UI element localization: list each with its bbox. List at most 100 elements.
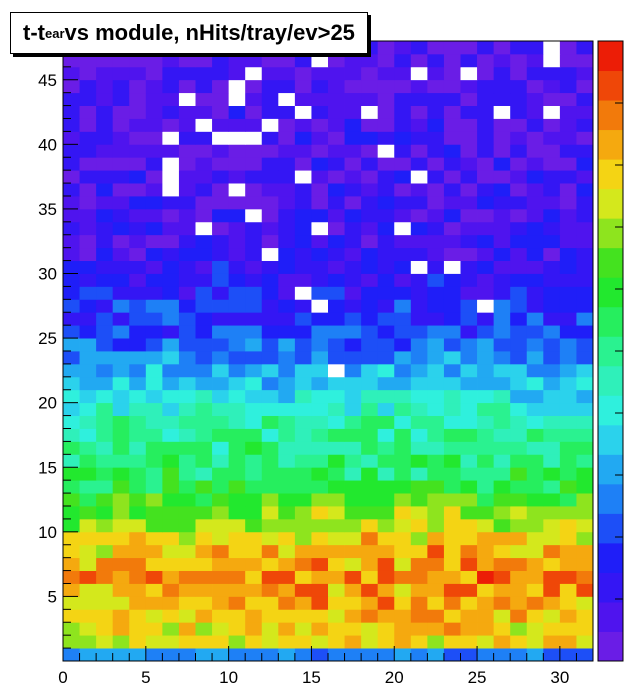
heatmap-cell [79, 247, 97, 261]
heatmap-cell [245, 389, 263, 404]
heatmap-cell [526, 428, 544, 442]
heatmap-cell [427, 609, 445, 623]
heatmap-cell [245, 609, 263, 623]
heatmap-cell [79, 467, 97, 481]
heatmap-cell [526, 221, 544, 236]
heatmap-cell [543, 325, 561, 339]
heatmap-cell [96, 544, 114, 559]
heatmap-cell [162, 570, 180, 584]
heatmap-cell [427, 441, 445, 455]
heatmap-cell [394, 648, 412, 662]
heatmap-cell [394, 363, 412, 378]
heatmap-cell [178, 183, 196, 197]
heatmap-cell [394, 480, 412, 494]
heatmap-cell [245, 131, 263, 145]
heatmap-cell [162, 467, 180, 481]
heatmap-cell [162, 234, 180, 249]
heatmap-cell [410, 221, 428, 236]
heatmap-cell [278, 221, 296, 236]
heatmap-cell [129, 557, 147, 571]
heatmap-cell [559, 325, 577, 339]
heatmap-cell [477, 286, 495, 300]
heatmap-cell [510, 441, 528, 455]
heatmap-cell [212, 131, 230, 145]
heatmap-cell [178, 402, 196, 416]
heatmap-cell [145, 234, 163, 249]
heatmap-cell [328, 66, 345, 81]
y-tick-label: 10 [38, 523, 57, 542]
heatmap-cell [228, 389, 246, 404]
heatmap-cell [477, 531, 495, 546]
heatmap-cell [477, 506, 495, 520]
heatmap-cell [559, 299, 577, 313]
heatmap-cell [460, 531, 478, 546]
heatmap-cell [294, 247, 312, 261]
heatmap-cell [377, 557, 395, 571]
heatmap-cell [394, 66, 412, 81]
heatmap-cell [377, 170, 395, 184]
heatmap-cell [79, 596, 97, 610]
heatmap-cell [394, 286, 412, 300]
heatmap-cell [510, 454, 528, 468]
heatmap-cell [559, 454, 577, 468]
heatmap-cell [112, 518, 130, 533]
heatmap-cell [410, 351, 428, 365]
heatmap-cell [145, 53, 163, 68]
heatmap-cell [162, 157, 180, 171]
heatmap-cell [112, 402, 130, 416]
heatmap-cell [410, 170, 428, 184]
heatmap-cell [129, 53, 147, 68]
heatmap-cell [394, 53, 412, 68]
heatmap-cell [79, 183, 97, 197]
heatmap-cell [344, 312, 362, 326]
heatmap-cell [145, 531, 163, 546]
heatmap-cell [311, 363, 329, 378]
heatmap-cell [178, 596, 196, 610]
heatmap-cell [178, 518, 196, 533]
heatmap-cell [344, 66, 362, 81]
heatmap-cell [212, 531, 230, 546]
heatmap-cell [559, 144, 577, 158]
heatmap-cell [576, 286, 594, 300]
heatmap-cell [145, 454, 163, 468]
heatmap-cell [261, 183, 279, 197]
heatmap-cell [278, 544, 296, 559]
heatmap-cell [510, 467, 528, 481]
heatmap-cell [510, 234, 528, 249]
heatmap-cell [576, 299, 594, 313]
heatmap-cell [212, 196, 230, 210]
heatmap-cell [328, 105, 345, 119]
heatmap-cell [311, 596, 329, 610]
heatmap-cell [493, 260, 511, 274]
heatmap-cell [261, 363, 279, 378]
heatmap-cell [294, 609, 312, 623]
heatmap-cell [328, 247, 345, 261]
heatmap-cell [361, 557, 379, 571]
heatmap-cell [443, 596, 461, 610]
heatmap-cell [278, 66, 296, 81]
heatmap-cell [162, 480, 180, 494]
heatmap-cell [145, 570, 163, 584]
heatmap-cell [526, 131, 544, 145]
heatmap-cell [162, 105, 180, 119]
heatmap-cell [543, 531, 561, 546]
heatmap-cell [328, 570, 345, 584]
heatmap-cell [377, 208, 395, 223]
heatmap-cell [212, 493, 230, 507]
heatmap-cell [394, 41, 412, 55]
heatmap-cell [278, 583, 296, 597]
heatmap-cell [129, 596, 147, 610]
heatmap-cell [526, 518, 544, 533]
heatmap-cell [245, 351, 263, 365]
heatmap-cell [543, 415, 561, 429]
heatmap-cell [63, 66, 80, 81]
heatmap-cell [228, 196, 246, 210]
heatmap-cell [510, 273, 528, 287]
heatmap-cell [311, 480, 329, 494]
heatmap-cell [427, 493, 445, 507]
heatmap-cell [112, 260, 130, 274]
heatmap-cell [361, 105, 379, 119]
heatmap-cell [377, 196, 395, 210]
heatmap-cell [576, 570, 594, 584]
